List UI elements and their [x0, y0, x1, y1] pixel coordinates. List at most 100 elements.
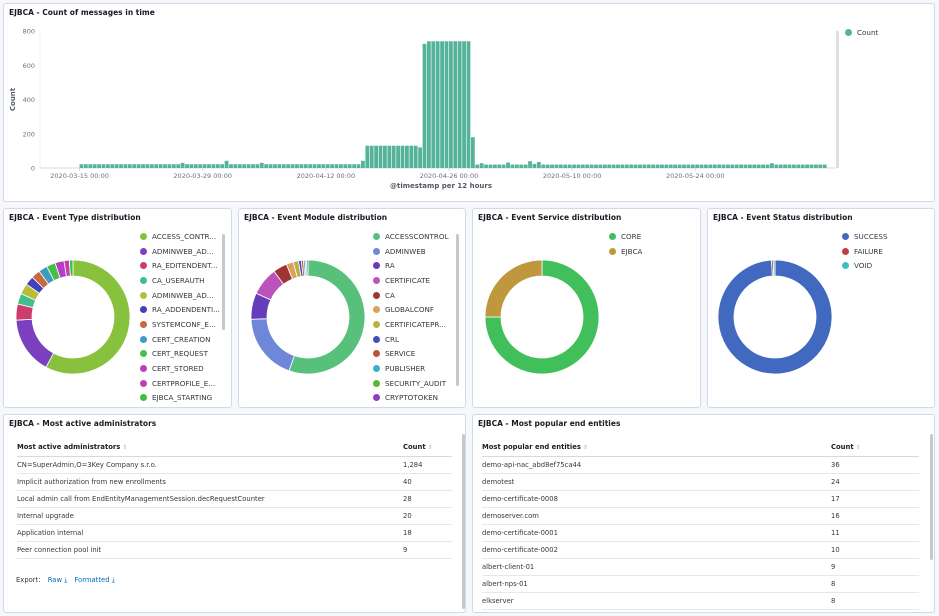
bar[interactable]: [92, 164, 97, 168]
bar[interactable]: [97, 164, 101, 168]
legend-item[interactable]: CERT_CREATION: [140, 332, 220, 347]
bar[interactable]: [308, 164, 313, 168]
legend-scrollbar[interactable]: [456, 234, 459, 386]
bar[interactable]: [624, 164, 629, 168]
legend-item-count[interactable]: Count: [845, 25, 878, 40]
bar[interactable]: [563, 164, 568, 168]
bar[interactable]: [690, 164, 695, 168]
bar[interactable]: [743, 164, 748, 168]
bar[interactable]: [752, 164, 757, 168]
bar[interactable]: [814, 164, 818, 168]
bar[interactable]: [127, 164, 132, 168]
bar[interactable]: [409, 145, 414, 168]
bar[interactable]: [554, 164, 559, 168]
bar[interactable]: [365, 145, 370, 168]
bar[interactable]: [176, 164, 181, 168]
bar[interactable]: [422, 43, 427, 168]
bar[interactable]: [352, 164, 357, 168]
bar[interactable]: [558, 164, 563, 168]
bar[interactable]: [123, 164, 128, 168]
bar[interactable]: [607, 164, 612, 168]
bar[interactable]: [616, 164, 620, 168]
bar[interactable]: [242, 164, 247, 168]
bar[interactable]: [273, 164, 277, 168]
legend-item[interactable]: PUBLISHER: [373, 361, 449, 376]
bar[interactable]: [185, 164, 189, 168]
bar[interactable]: [391, 145, 396, 168]
bar[interactable]: [321, 164, 326, 168]
legend-item[interactable]: ADMINWEB_AD...: [140, 244, 220, 259]
bar[interactable]: [721, 164, 726, 168]
bar[interactable]: [339, 164, 343, 168]
bar[interactable]: [136, 164, 141, 168]
bar[interactable]: [739, 164, 744, 168]
legend-item[interactable]: CA: [373, 288, 449, 303]
legend-item[interactable]: ADMINWEB: [373, 244, 449, 259]
bar[interactable]: [466, 41, 471, 168]
sort-icon[interactable]: ⇕: [122, 444, 128, 452]
bar[interactable]: [246, 164, 251, 168]
bar[interactable]: [330, 164, 335, 168]
bar[interactable]: [281, 164, 286, 168]
bar[interactable]: [431, 41, 436, 168]
donut-slice[interactable]: [484, 259, 543, 318]
bar[interactable]: [510, 164, 515, 168]
bar[interactable]: [682, 164, 686, 168]
legend-item[interactable]: ACCESSCONTROL: [373, 229, 449, 244]
bar[interactable]: [488, 164, 493, 168]
bar[interactable]: [677, 164, 682, 168]
bar[interactable]: [418, 147, 422, 168]
sort-icon[interactable]: ⇕: [427, 444, 433, 452]
bar[interactable]: [818, 164, 823, 168]
bar[interactable]: [224, 160, 229, 168]
bar[interactable]: [387, 145, 392, 168]
bar[interactable]: [541, 164, 546, 168]
bar[interactable]: [79, 164, 84, 168]
bar[interactable]: [778, 164, 783, 168]
bar[interactable]: [264, 164, 269, 168]
bar[interactable]: [761, 164, 766, 168]
bar[interactable]: [576, 164, 581, 168]
legend-item[interactable]: VOID: [842, 258, 888, 273]
legend-item[interactable]: FAILURE: [842, 244, 888, 259]
bar[interactable]: [629, 164, 634, 168]
bar[interactable]: [268, 164, 273, 168]
bar[interactable]: [119, 164, 123, 168]
bar[interactable]: [497, 164, 502, 168]
bar[interactable]: [215, 164, 220, 168]
bar[interactable]: [805, 164, 809, 168]
bar[interactable]: [638, 164, 642, 168]
bar[interactable]: [229, 164, 233, 168]
bar[interactable]: [792, 164, 796, 168]
bar[interactable]: [220, 164, 225, 168]
bar[interactable]: [800, 164, 805, 168]
legend-item[interactable]: SUCCESS: [842, 229, 888, 244]
bar[interactable]: [699, 164, 704, 168]
bar[interactable]: [189, 164, 194, 168]
bar[interactable]: [101, 164, 106, 168]
bar[interactable]: [598, 164, 603, 168]
bar[interactable]: [704, 164, 708, 168]
bar[interactable]: [717, 164, 722, 168]
bar[interactable]: [167, 164, 172, 168]
bar[interactable]: [237, 164, 242, 168]
bar[interactable]: [602, 164, 607, 168]
legend-item[interactable]: CORE: [609, 229, 642, 244]
bar[interactable]: [400, 145, 405, 168]
bar[interactable]: [620, 164, 625, 168]
column-header[interactable]: Most active administrators ⇕: [17, 439, 403, 457]
bar[interactable]: [453, 41, 458, 168]
bar[interactable]: [748, 164, 752, 168]
bar[interactable]: [325, 164, 330, 168]
bar[interactable]: [611, 164, 616, 168]
bar[interactable]: [822, 164, 827, 168]
bar[interactable]: [444, 41, 449, 168]
bar[interactable]: [457, 41, 462, 168]
bar[interactable]: [646, 164, 651, 168]
bar[interactable]: [796, 164, 801, 168]
bar[interactable]: [770, 163, 774, 168]
bar[interactable]: [211, 164, 216, 168]
bar[interactable]: [356, 164, 361, 168]
donut-slice[interactable]: [306, 259, 309, 277]
bar[interactable]: [259, 162, 264, 168]
